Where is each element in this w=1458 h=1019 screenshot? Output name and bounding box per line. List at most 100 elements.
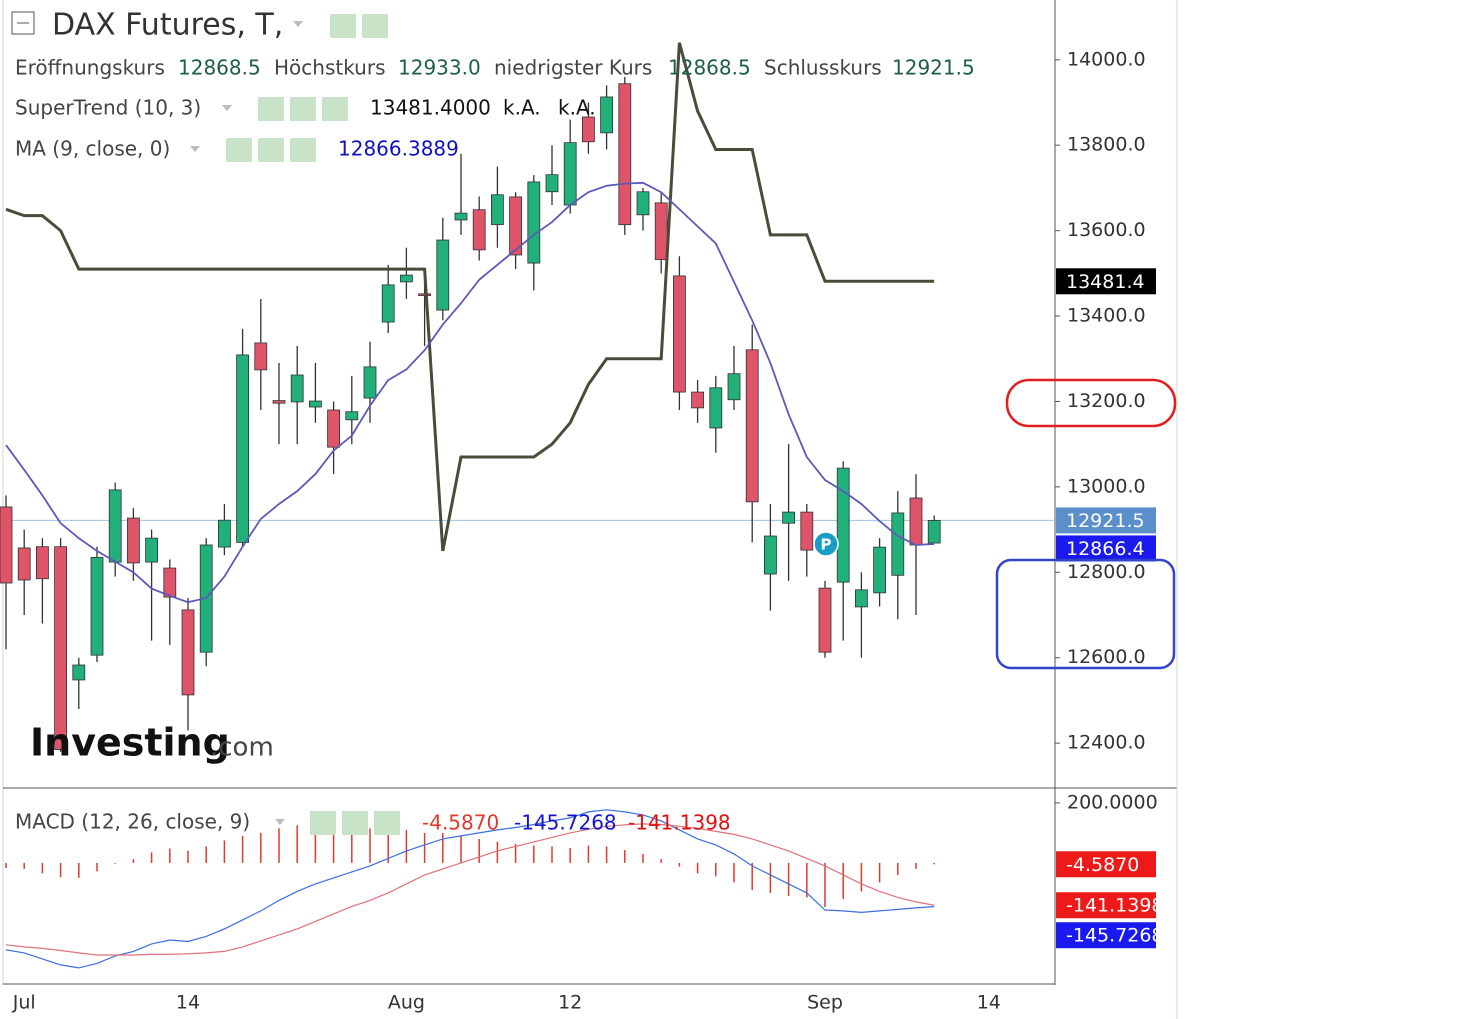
legend-value: 12868.5 [668, 56, 751, 80]
eye-icon[interactable] [258, 97, 284, 121]
candle-body [818, 587, 832, 653]
eye-icon[interactable] [310, 811, 336, 835]
candle-body [454, 212, 468, 221]
x-tick-label: Jul [12, 992, 36, 1014]
series-line [5, 181, 935, 604]
candle-body [855, 589, 868, 608]
candle-body [764, 535, 777, 575]
x-tick-label: Aug [388, 992, 425, 1014]
price-label: 12921.5 [1066, 510, 1145, 532]
legend-label: MACD (12, 26, close, 9) [15, 810, 250, 834]
watermark: .com [210, 733, 274, 763]
macd-label: -4.5870 [1066, 854, 1139, 876]
legend-value: k.A. [503, 96, 541, 120]
candle-body [745, 349, 759, 503]
chart-title: DAX Futures, T, [52, 8, 283, 43]
candle-body [108, 489, 122, 563]
price-label-bg [1056, 507, 1156, 534]
candle-body [873, 546, 886, 594]
settings-icon[interactable] [362, 14, 388, 38]
candle-body [254, 342, 268, 371]
candle-body [691, 391, 704, 409]
candle-body [509, 196, 523, 256]
candle-body [163, 567, 177, 598]
y-tick-label: 12400.0 [1067, 732, 1146, 754]
header: DAX Futures, T, Eröffnungskurs 12868.5 H… [11, 8, 975, 835]
candle-body [927, 520, 941, 544]
candle-body [272, 400, 286, 404]
candle-body [17, 547, 31, 581]
x-tick-label: 14 [977, 992, 1001, 1014]
legend-value: 12921.5 [892, 56, 975, 80]
candle-body [0, 506, 13, 584]
candle-body [327, 409, 341, 448]
candle-body [836, 467, 850, 583]
candle-body [72, 664, 86, 681]
candle-body [527, 181, 541, 264]
y-tick-label: 13400.0 [1067, 305, 1146, 327]
annotation-box [995, 558, 1176, 670]
candle-body [654, 202, 668, 261]
legend-value: -141.1398 [628, 811, 731, 835]
candle-body [181, 609, 195, 696]
legend-label: SuperTrend (10, 3) [15, 96, 201, 120]
eye-icon[interactable] [226, 138, 252, 162]
dropdown-icon[interactable] [190, 146, 200, 152]
legend-value: k.A. [558, 96, 596, 120]
watermark: Investing [30, 721, 230, 765]
y-tick-label: 200.0000 [1067, 791, 1158, 813]
legend-label: Eröffnungskurs [15, 56, 165, 80]
settings-icon[interactable] [290, 97, 316, 121]
legend-label: MA (9, close, 0) [15, 137, 170, 161]
candle-body [418, 293, 432, 296]
close-icon[interactable] [374, 811, 400, 835]
candle-body [54, 546, 67, 750]
y-tick-label: 14000.0 [1067, 48, 1146, 70]
dropdown-icon[interactable] [222, 105, 232, 111]
legend-label: niedrigster Kurs [494, 56, 652, 80]
dropdown-icon[interactable] [293, 21, 303, 27]
close-icon[interactable] [290, 138, 316, 162]
candle-body [600, 96, 613, 134]
collapse-icon[interactable] [11, 11, 35, 35]
candle-body [545, 174, 559, 193]
price-label-bg [1056, 535, 1156, 562]
candle-body [363, 366, 377, 399]
candle-body [290, 374, 304, 403]
y-tick-label: 13800.0 [1067, 134, 1146, 156]
candle-body [36, 546, 49, 580]
candle-body [236, 354, 250, 543]
close-icon[interactable] [322, 97, 348, 121]
legend-value: -145.7268 [514, 811, 617, 835]
event-marker-label: P [821, 536, 832, 554]
candle-body [381, 284, 395, 323]
x-tick-label: 12 [558, 992, 582, 1014]
macd-label-bg [1056, 922, 1156, 949]
candle-body [217, 519, 231, 548]
dropdown-icon[interactable] [275, 819, 285, 825]
y-tick-label: 12600.0 [1067, 646, 1146, 668]
series-line [5, 42, 935, 552]
settings-icon[interactable] [342, 811, 368, 835]
settings-icon[interactable] [258, 138, 284, 162]
candle-body [399, 274, 413, 283]
candle-body [727, 373, 741, 401]
legend-label: Höchstkurs [274, 56, 386, 80]
price-label: 13481.4 [1066, 271, 1145, 293]
candle-body [782, 511, 795, 524]
candle-body [90, 556, 104, 656]
candle-body [490, 194, 504, 226]
candle-body [345, 411, 359, 421]
price-label: 12866.4 [1066, 538, 1145, 560]
candle-body [127, 517, 140, 564]
candle-body [618, 83, 632, 226]
legend-label: Schlusskurs [764, 56, 882, 80]
eye-icon[interactable] [330, 14, 356, 38]
candle-body [145, 537, 159, 563]
candle-body [582, 116, 595, 143]
candle-body [436, 239, 450, 311]
plot-area: 12400.0 12600.0 12800.0 13000.0 13200.0 13400… [0, 42, 1164, 1014]
y-tick-label: 13200.0 [1067, 390, 1146, 412]
candle-body [673, 275, 686, 393]
